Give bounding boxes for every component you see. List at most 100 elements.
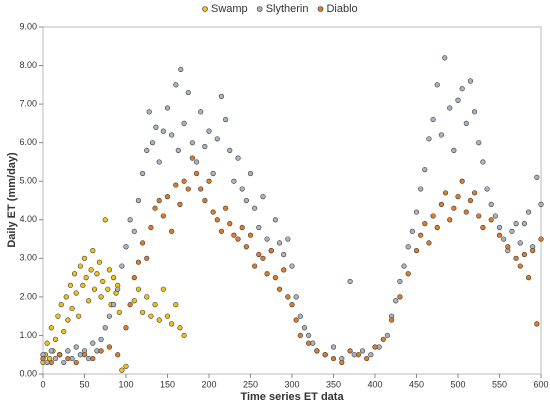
point bbox=[173, 302, 179, 308]
point bbox=[227, 147, 233, 153]
point bbox=[293, 317, 299, 323]
point bbox=[434, 82, 440, 88]
point bbox=[58, 302, 64, 308]
legend-marker bbox=[202, 6, 208, 12]
point bbox=[252, 205, 258, 211]
point bbox=[517, 263, 523, 269]
point bbox=[467, 197, 474, 204]
point bbox=[56, 352, 63, 358]
x-tick-label: 100 bbox=[118, 379, 133, 389]
point bbox=[116, 309, 122, 315]
point bbox=[496, 224, 503, 231]
point bbox=[44, 340, 50, 346]
point bbox=[247, 232, 254, 238]
point bbox=[347, 348, 353, 354]
point bbox=[110, 275, 117, 281]
point bbox=[459, 86, 465, 92]
point bbox=[513, 221, 519, 227]
point bbox=[218, 93, 225, 99]
y-axis-title: Daily ET (mm/day) bbox=[6, 152, 18, 248]
point bbox=[152, 302, 158, 308]
point bbox=[160, 286, 166, 292]
point bbox=[164, 194, 171, 200]
point bbox=[505, 244, 511, 250]
y-tick-label: 8.00 bbox=[19, 60, 37, 70]
point bbox=[164, 313, 171, 319]
point bbox=[177, 325, 183, 331]
x-tick-label: 150 bbox=[160, 379, 175, 389]
point bbox=[218, 228, 225, 234]
point bbox=[65, 355, 71, 362]
point bbox=[131, 298, 137, 304]
point bbox=[88, 267, 94, 273]
point bbox=[276, 240, 283, 246]
point bbox=[206, 128, 212, 134]
point bbox=[40, 355, 46, 362]
point bbox=[69, 305, 75, 312]
point bbox=[235, 155, 241, 161]
point bbox=[480, 159, 486, 165]
point bbox=[102, 325, 108, 331]
point bbox=[90, 248, 96, 254]
point bbox=[538, 201, 544, 207]
point bbox=[405, 271, 411, 277]
point bbox=[198, 109, 204, 115]
point bbox=[227, 221, 233, 227]
point bbox=[422, 167, 428, 173]
point bbox=[418, 232, 424, 238]
point bbox=[65, 317, 71, 323]
point bbox=[455, 194, 461, 200]
point bbox=[185, 89, 191, 96]
point bbox=[169, 132, 175, 138]
point bbox=[123, 244, 129, 250]
point bbox=[476, 213, 482, 219]
point bbox=[525, 209, 532, 215]
point bbox=[178, 66, 184, 73]
point bbox=[397, 278, 403, 285]
point bbox=[401, 263, 407, 269]
point bbox=[434, 224, 440, 231]
point bbox=[438, 201, 445, 207]
point bbox=[281, 251, 287, 258]
point bbox=[61, 359, 67, 366]
point bbox=[65, 348, 71, 354]
point bbox=[202, 197, 208, 204]
point bbox=[355, 352, 362, 358]
point bbox=[73, 290, 79, 296]
point bbox=[289, 263, 295, 269]
legend-marker bbox=[317, 6, 324, 12]
point bbox=[488, 201, 494, 207]
y-tick-label: 0.00 bbox=[19, 368, 37, 378]
point bbox=[413, 248, 420, 254]
point bbox=[530, 248, 536, 254]
point bbox=[206, 178, 212, 184]
point bbox=[426, 136, 432, 142]
y-tick-label: 1.00 bbox=[19, 330, 37, 340]
point bbox=[393, 298, 399, 304]
point bbox=[438, 132, 445, 138]
point bbox=[73, 344, 79, 350]
point bbox=[472, 190, 478, 196]
point bbox=[135, 286, 142, 292]
point bbox=[193, 159, 200, 165]
y-tick-label: 5.00 bbox=[19, 176, 37, 186]
point bbox=[115, 286, 121, 292]
point bbox=[463, 209, 469, 215]
point bbox=[289, 302, 295, 308]
point bbox=[61, 328, 67, 335]
y-tick-label: 7.00 bbox=[19, 98, 37, 108]
point bbox=[185, 186, 191, 192]
point bbox=[119, 263, 125, 269]
point bbox=[131, 228, 137, 234]
point bbox=[231, 232, 237, 238]
point bbox=[239, 224, 245, 231]
point bbox=[146, 109, 152, 115]
point bbox=[459, 178, 465, 184]
point bbox=[380, 336, 386, 342]
point bbox=[534, 174, 540, 180]
point bbox=[48, 325, 54, 331]
point bbox=[484, 186, 490, 192]
point bbox=[231, 178, 237, 184]
point bbox=[202, 143, 208, 150]
